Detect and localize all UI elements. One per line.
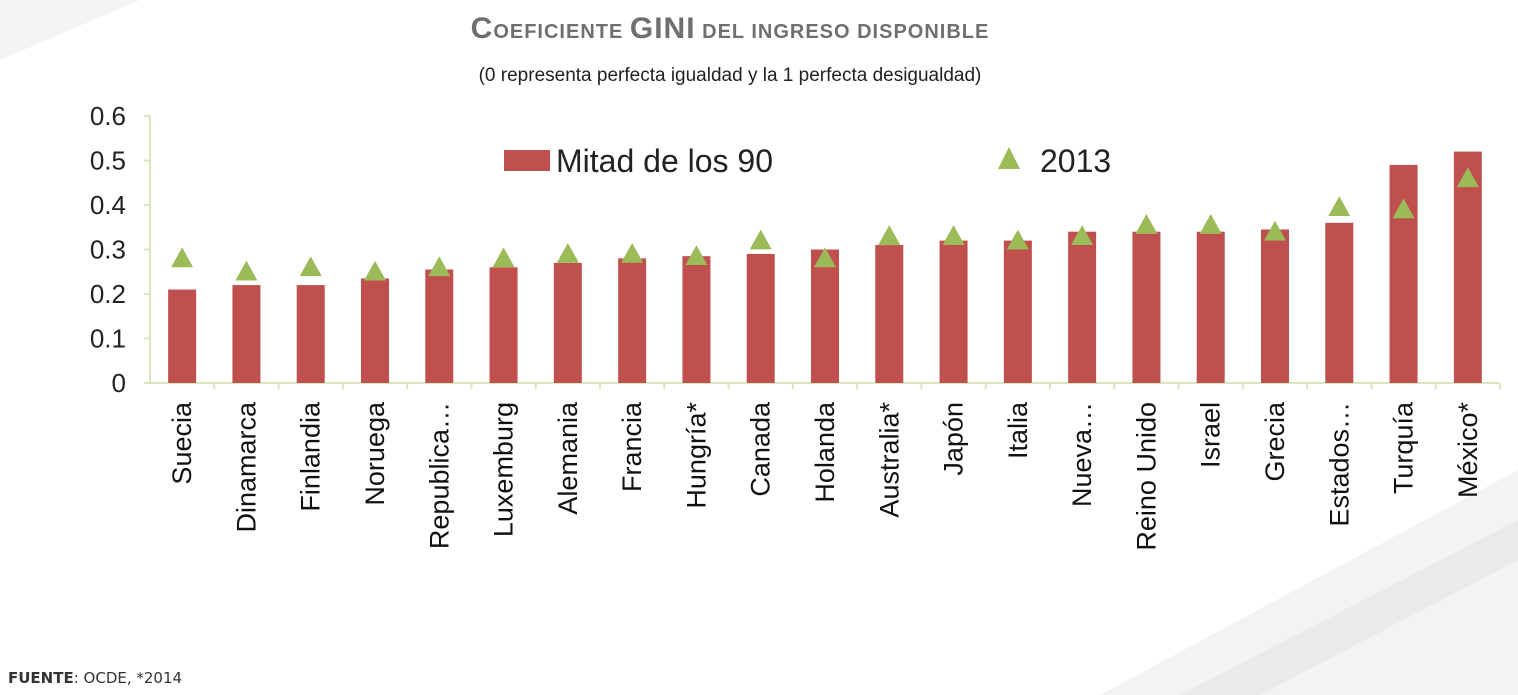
category-label: Grecia bbox=[1260, 401, 1290, 482]
bar-mitad-90 bbox=[682, 256, 711, 383]
category-label: Alemania bbox=[553, 401, 583, 515]
title-part: GINI bbox=[629, 12, 696, 45]
marker-2013 bbox=[621, 242, 644, 263]
marker-2013 bbox=[428, 256, 451, 277]
bar-mitad-90 bbox=[168, 289, 197, 383]
bar-mitad-90 bbox=[425, 269, 454, 383]
bar-mitad-90 bbox=[553, 262, 582, 383]
category-label: Reino Unido bbox=[1131, 402, 1161, 551]
marker-2013 bbox=[1135, 214, 1158, 234]
marker-2013 bbox=[556, 242, 579, 263]
y-tick-label: 0.6 bbox=[90, 101, 126, 131]
category-label: Israel bbox=[1196, 402, 1226, 468]
marker-2013 bbox=[878, 225, 901, 245]
marker-2013 bbox=[1328, 196, 1351, 217]
legend-label-mitad-90: Mitad de los 90 bbox=[556, 143, 773, 179]
bar-mitad-90 bbox=[939, 240, 968, 383]
bar-mitad-90 bbox=[296, 285, 325, 383]
category-label: Francia bbox=[617, 401, 647, 492]
marker-2013 bbox=[942, 225, 965, 245]
marker-2013 bbox=[814, 247, 836, 268]
legend-swatch-2013 bbox=[998, 147, 1020, 169]
marker-2013 bbox=[685, 245, 708, 265]
bar-mitad-90 bbox=[1261, 229, 1289, 383]
legend-label-2013: 2013 bbox=[1040, 143, 1111, 179]
bar-mitad-90 bbox=[746, 253, 775, 383]
category-label: Australia* bbox=[874, 402, 904, 518]
bar-mitad-90 bbox=[875, 245, 904, 383]
category-label: Turquía bbox=[1389, 401, 1419, 494]
y-tick-label: 0 bbox=[112, 368, 126, 398]
bar-mitad-90 bbox=[1325, 222, 1354, 383]
bar-mitad-90 bbox=[811, 249, 839, 383]
y-tick-label: 0.5 bbox=[90, 146, 126, 176]
category-label: Holanda bbox=[810, 401, 840, 503]
source-label: FUENTE bbox=[8, 669, 74, 687]
marker-2013 bbox=[492, 247, 515, 268]
chart-title: COEFICIENTE GINI DEL INGRESO DISPONIBLE bbox=[350, 12, 1110, 46]
category-label: Hungría* bbox=[681, 402, 711, 509]
marker-2013 bbox=[299, 256, 322, 277]
legend-swatch-mitad-90 bbox=[504, 150, 550, 171]
chart-subtitle: (0 representa perfecta igualdad y la 1 p… bbox=[478, 65, 982, 86]
category-label: Italia bbox=[1003, 401, 1033, 459]
bar-mitad-90 bbox=[1453, 151, 1482, 383]
bar-mitad-90 bbox=[1003, 240, 1032, 383]
bar-mitad-90 bbox=[618, 258, 647, 383]
marker-2013 bbox=[1071, 225, 1094, 245]
marker-2013 bbox=[1199, 214, 1222, 234]
marker-2013 bbox=[1392, 198, 1415, 219]
bar-mitad-90 bbox=[232, 285, 261, 383]
y-tick-label: 0.2 bbox=[90, 279, 126, 309]
bar-mitad-90 bbox=[361, 278, 389, 383]
bar-mitad-90 bbox=[1389, 164, 1418, 383]
marker-2013 bbox=[235, 260, 258, 281]
y-tick-label: 0.3 bbox=[90, 235, 126, 265]
category-label: Luxemburg bbox=[489, 402, 519, 537]
bar-mitad-90 bbox=[1068, 231, 1097, 383]
marker-2013 bbox=[171, 247, 194, 268]
category-label: Canada bbox=[746, 401, 776, 497]
title-part: DEL INGRESO DISPONIBLE bbox=[695, 21, 990, 43]
category-label: Finlandia bbox=[296, 401, 326, 512]
marker-2013 bbox=[364, 260, 386, 281]
category-label: Suecia bbox=[167, 401, 197, 485]
source-note: FUENTE: OCDE, *2014 bbox=[8, 669, 182, 687]
category-label: Noruega bbox=[360, 401, 390, 506]
bar-chart: 0 0.1 0.2 0.3 0.4 0.5 0.6 Suecia Dinamarca Finlan… bbox=[90, 101, 1501, 551]
marker-2013 bbox=[1006, 229, 1029, 250]
category-label: Republica… bbox=[424, 402, 454, 549]
bar-mitad-90 bbox=[489, 267, 518, 383]
title-part: C bbox=[470, 12, 494, 45]
marker-2013 bbox=[1264, 220, 1286, 241]
marker-2013 bbox=[749, 229, 772, 250]
marker-2013 bbox=[1456, 167, 1479, 188]
category-label: Japón bbox=[939, 402, 969, 476]
category-label: México* bbox=[1453, 402, 1483, 499]
title-part: OEFICIENTE bbox=[493, 21, 630, 43]
category-label: Estados… bbox=[1324, 402, 1354, 527]
bar-mitad-90 bbox=[1132, 231, 1161, 383]
source-text: : OCDE, *2014 bbox=[73, 669, 183, 687]
category-label: Nueva… bbox=[1067, 402, 1097, 507]
y-tick-label: 0.4 bbox=[90, 190, 126, 220]
bar-mitad-90 bbox=[1196, 231, 1225, 383]
category-label: Dinamarca bbox=[231, 401, 261, 533]
y-tick-label: 0.1 bbox=[90, 324, 126, 354]
